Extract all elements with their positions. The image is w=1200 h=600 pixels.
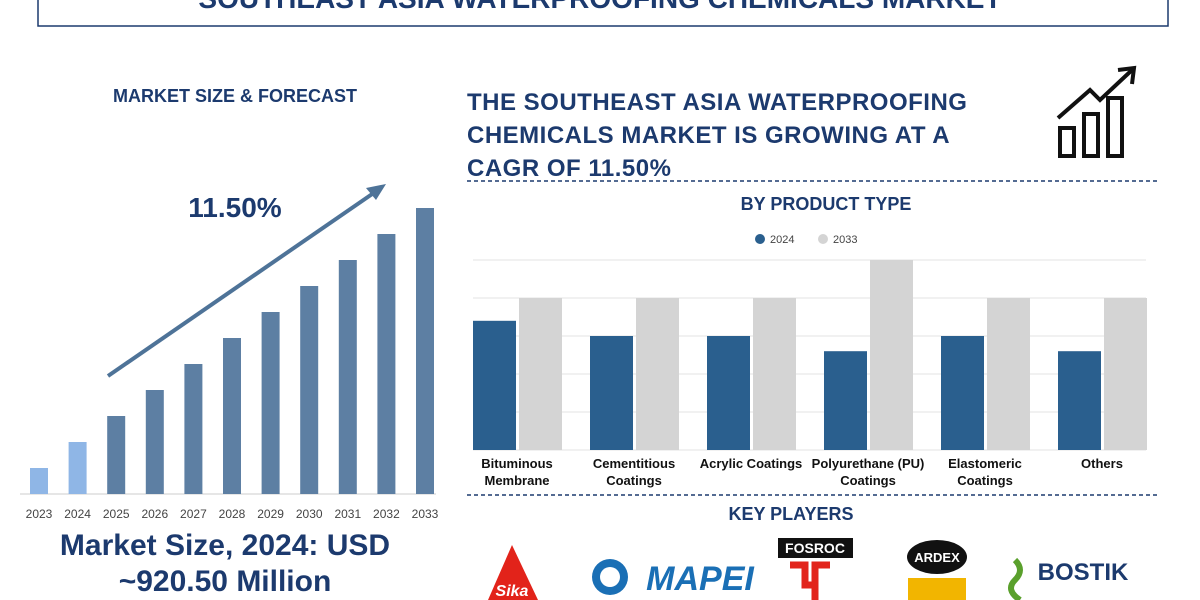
section-title: KEY PLAYERS bbox=[728, 504, 853, 524]
bar bbox=[377, 234, 396, 494]
x-tick-label: Bituminous Membrane bbox=[481, 456, 553, 488]
key-player-logo: FOSROC bbox=[785, 540, 845, 556]
x-tick-label: Others bbox=[1081, 456, 1123, 471]
x-tick-label: 2028 bbox=[219, 507, 246, 521]
x-tick-label: 2026 bbox=[141, 507, 168, 521]
key-player-logo: ARDEX bbox=[914, 550, 960, 565]
chart-title: BY PRODUCT TYPE bbox=[741, 194, 912, 214]
key-player-logo: BOSTIK bbox=[1038, 559, 1129, 586]
market-size: Market Size, 2024: USD ~920.50 Million bbox=[59, 529, 391, 598]
key-player-logo: Sika bbox=[496, 583, 529, 600]
bar bbox=[338, 260, 357, 494]
x-tick-label: Polyurethane (PU) Coatings bbox=[811, 456, 925, 488]
bar bbox=[107, 416, 126, 494]
chart-title: MARKET SIZE & FORECAST bbox=[113, 86, 357, 106]
bar bbox=[941, 336, 984, 450]
x-tick-label: 2031 bbox=[334, 507, 361, 521]
bar bbox=[30, 468, 48, 494]
bar bbox=[184, 364, 203, 494]
bar bbox=[1104, 298, 1147, 450]
title-box bbox=[37, 0, 1169, 27]
legend-swatch bbox=[755, 234, 765, 244]
x-tick-label: Acrylic Coatings bbox=[699, 456, 803, 471]
bar bbox=[590, 336, 633, 450]
logo-icons bbox=[488, 538, 1023, 600]
bar bbox=[1058, 351, 1101, 450]
bar bbox=[870, 260, 913, 450]
bar bbox=[707, 336, 750, 450]
bar bbox=[753, 298, 796, 450]
legend-label: 2033 bbox=[833, 234, 857, 246]
bar bbox=[261, 312, 280, 494]
bar bbox=[145, 390, 164, 494]
bar bbox=[824, 351, 867, 450]
bar bbox=[416, 208, 434, 494]
bar bbox=[68, 442, 87, 494]
arrow-head bbox=[366, 184, 386, 200]
bar bbox=[987, 298, 1030, 450]
x-tick-label: 2027 bbox=[180, 507, 207, 521]
headline: THE SOUTHEAST ASIA WATERPROOFING CHEMICA… bbox=[467, 89, 968, 182]
x-tick-label: 2024 bbox=[64, 507, 91, 521]
title: SOUTHEAST ASIA WATERPROOFING CHEMICALS M… bbox=[198, 0, 1001, 14]
growth-arrow bbox=[106, 188, 380, 378]
growth-icon bbox=[1056, 65, 1137, 158]
bar bbox=[636, 298, 679, 450]
x-tick-label: 2023 bbox=[26, 507, 53, 521]
x-tick-label: 2032 bbox=[373, 507, 400, 521]
x-tick-label: 2030 bbox=[296, 507, 323, 521]
bar bbox=[473, 320, 516, 450]
key-player-logo: MAPEI bbox=[646, 560, 755, 598]
x-tick-label: Cementitious Coatings bbox=[592, 456, 676, 488]
cagr-annotation: 11.50% bbox=[188, 192, 282, 223]
x-tick-label: Elastomeric Coatings bbox=[948, 456, 1022, 488]
bar bbox=[300, 286, 319, 494]
bar bbox=[519, 298, 562, 450]
bar bbox=[223, 338, 241, 494]
legend-label: 2024 bbox=[770, 234, 794, 246]
x-tick-label: 2025 bbox=[103, 507, 130, 521]
x-tick-label: 2033 bbox=[412, 507, 439, 521]
legend-swatch bbox=[818, 234, 828, 244]
x-tick-label: 2029 bbox=[257, 507, 284, 521]
